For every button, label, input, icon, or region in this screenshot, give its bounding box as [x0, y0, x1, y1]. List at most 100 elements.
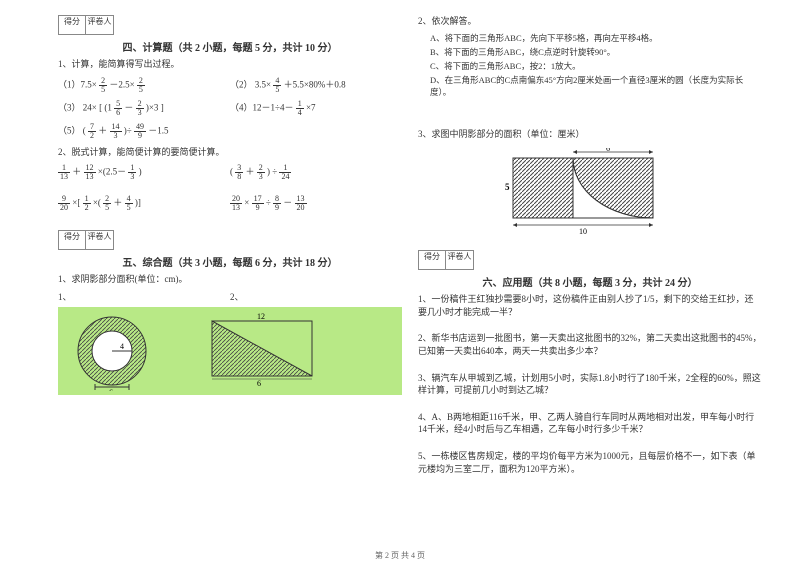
- formula-5-spacer: [230, 123, 402, 140]
- section4-title: 四、计算题（共 2 小题，每题 5 分，共计 10 分）: [58, 39, 402, 54]
- formula-1: （1）7.5× 25 －2.5× 25: [58, 77, 230, 94]
- fig3-top: 6: [606, 148, 610, 153]
- p3-b: ×(: [93, 198, 101, 208]
- frac-2-3a: 23: [136, 100, 144, 117]
- p1-c: ): [139, 167, 142, 177]
- s6-q3: 3、辆汽车从甲城到乙城，计划用5小时，实际1.8小时行了180千米，2全程的60…: [418, 372, 762, 397]
- f3-c: －: [124, 102, 133, 112]
- q-r3: 3、求图中阴影部分的面积（单位：厘米）: [418, 128, 762, 141]
- frac-7-2: 72: [88, 123, 96, 140]
- frac-4-5: 45: [273, 77, 281, 94]
- page-footer: 第 2 页 共 4 页: [0, 550, 800, 561]
- p2-close: ) ÷: [267, 167, 277, 177]
- frac-1-13: 113: [58, 164, 70, 181]
- frac-1-24: 124: [279, 164, 291, 181]
- f5-plus: ＋: [98, 125, 107, 135]
- s6-q2: 2、新华书店运到一批图书，第一天卖出这批图书的32%，第二天卖出这批图书的45%…: [418, 332, 762, 357]
- score-cell-grader: 评卷人: [86, 15, 114, 35]
- figure-shaded-area: 6 5 10: [498, 148, 762, 240]
- formula-2: （2） 3.5× 45 ＋5.5×80%＋0.8: [230, 77, 402, 94]
- p4-b: ÷: [266, 198, 271, 208]
- frac-1-4: 14: [296, 100, 304, 117]
- section6-title: 六、应用题（共 8 小题，每题 3 分，共计 24 分）: [418, 274, 762, 289]
- formula-row-4: 113 ＋ 1213 ×(2.5－ 13 ) ( 38 ＋ 23 ) ÷ 124: [58, 164, 402, 181]
- f3-d: )×3: [146, 102, 159, 112]
- formula-row-5: 920 ×[ 12 ×( 25 ＋ 45 )] 2013 × 179 ÷ 89 …: [58, 195, 402, 212]
- formula-p4: 2013 × 179 ÷ 89 － 1320: [230, 195, 402, 212]
- q-r2: 2、依次解答。: [418, 15, 762, 28]
- q-r2a: A、将下面的三角形ABC，先向下平移5格，再向左平移4格。: [430, 32, 762, 44]
- p2-plus: ＋: [246, 167, 257, 177]
- fig-label-2: 2、: [230, 290, 402, 303]
- right-column: 2、依次解答。 A、将下面的三角形ABC，先向下平移5格，再向左平移4格。 B、…: [410, 15, 770, 560]
- score-box-6: 得分 评卷人: [418, 250, 762, 270]
- f1-minus: －2.5×: [109, 79, 134, 89]
- f2-label: （2）: [230, 79, 253, 89]
- q-r2b: B、将下面的三角形ABC，绕C点逆时针旋转90°。: [430, 46, 762, 58]
- s6-q5: 5、一栋楼区售房规定，楼的平均价每平方米为1000元，且每层价格不一，如下表（单…: [418, 450, 762, 475]
- p2-open: (: [230, 167, 233, 177]
- frac-5-6: 56: [114, 100, 122, 117]
- frac-8-9: 89: [273, 195, 281, 212]
- p4-c: －: [283, 198, 292, 208]
- frac-2-5c: 25: [103, 195, 111, 212]
- frac-2-5a: 25: [99, 77, 107, 94]
- figure-triangle: 12 6: [202, 311, 322, 391]
- frac-13-20: 1320: [295, 195, 307, 212]
- fig1-r: 4: [120, 342, 124, 351]
- q-r2d: D、在三角形ABC的C点南偏东45°方向2厘米处画一个直径3厘米的圆（长度为实际…: [430, 74, 762, 98]
- f2-b: ＋5.5×80%＋0.8: [284, 79, 346, 89]
- frac-12-13: 1213: [84, 164, 96, 181]
- f5-tail: －1.5: [148, 125, 168, 135]
- p4-a: ×: [244, 198, 249, 208]
- q4-1: 1、计算，能简算得写出过程。: [58, 58, 402, 71]
- section5-title: 五、综合题（共 3 小题，每题 6 分，共计 18 分）: [58, 254, 402, 269]
- q-r2c: C、将下面的三角形ABC，按2：1放大。: [430, 60, 762, 72]
- formula-row-1: （1）7.5× 25 －2.5× 25 （2） 3.5× 45 ＋5.5×80%…: [58, 77, 402, 94]
- fig3-bottom: 10: [579, 227, 587, 236]
- fig-labels: 1、 2、: [58, 290, 402, 303]
- figure-ring: 4 6: [62, 311, 172, 391]
- f2-a: 3.5×: [255, 79, 271, 89]
- f3-a: 24×: [83, 102, 97, 112]
- frac-9-20: 920: [58, 195, 70, 212]
- f5-close: )÷: [124, 125, 132, 135]
- s6-q1: 1、一份稿件王红独抄需要8小时，这份稿件正由别人抄了1/5，剩下的交给王红抄，还…: [418, 293, 762, 318]
- page-container: 得分 评卷人 四、计算题（共 2 小题，每题 5 分，共计 10 分） 1、计算…: [0, 0, 800, 565]
- score-cell-score-6: 得分: [418, 250, 446, 270]
- frac-17-9: 179: [252, 195, 264, 212]
- fig1-w: 6: [109, 388, 113, 391]
- score-box-5: 得分 评卷人: [58, 230, 402, 250]
- f1-label: （1）7.5×: [58, 79, 97, 89]
- f5-open: (: [83, 125, 86, 135]
- frac-20-13: 2013: [230, 195, 242, 212]
- q4-2: 2、脱式计算，能简便计算的要简便计算。: [58, 146, 402, 159]
- score-box: 得分 评卷人: [58, 15, 402, 35]
- p1-plus: ＋: [72, 167, 81, 177]
- f3-b: (1: [104, 102, 112, 112]
- frac-2-5b: 25: [137, 77, 145, 94]
- p1-b: ×(2.5－: [98, 167, 126, 177]
- f3-label: （3）: [58, 102, 81, 112]
- frac-1-2: 12: [83, 195, 91, 212]
- score-cell-grader-6: 评卷人: [446, 250, 474, 270]
- f3-close: ]: [161, 102, 164, 112]
- fig2-w: 12: [257, 312, 265, 321]
- p3-c: ＋: [113, 198, 122, 208]
- formula-p1: 113 ＋ 1213 ×(2.5－ 13 ): [58, 164, 230, 181]
- s6-q4: 4、A、B两地相距116千米，甲、乙两人骑自行车同时从两地相对出发，甲车每小时行…: [418, 411, 762, 436]
- formula-3: （3） 24× [ (1 56 － 23 )×3 ]: [58, 100, 230, 117]
- p3-a: ×[: [72, 198, 80, 208]
- frac-1-3a: 13: [128, 164, 136, 181]
- fig-label-1: 1、: [58, 290, 230, 303]
- formula-row-3: （5） ( 72 ＋ 143 )÷ 499 －1.5: [58, 123, 402, 140]
- score-cell-score-5: 得分: [58, 230, 86, 250]
- left-column: 得分 评卷人 四、计算题（共 2 小题，每题 5 分，共计 10 分） 1、计算…: [50, 15, 410, 560]
- p3-d: )]: [135, 198, 141, 208]
- q5-1: 1、求阴影部分面积(单位：cm)。: [58, 273, 402, 286]
- formula-p2: ( 38 ＋ 23 ) ÷ 124: [230, 164, 402, 181]
- formula-row-2: （3） 24× [ (1 56 － 23 )×3 ] （4）12－1÷4－ 14…: [58, 100, 402, 117]
- frac-4-5b: 45: [125, 195, 133, 212]
- frac-2-3b: 23: [257, 164, 265, 181]
- score-cell-grader-5: 评卷人: [86, 230, 114, 250]
